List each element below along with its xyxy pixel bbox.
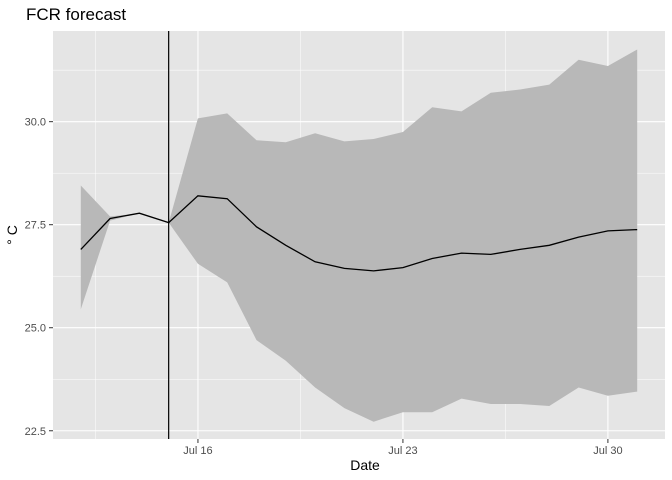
x-axis-title: Date	[350, 457, 380, 473]
chart-title: FCR forecast	[26, 5, 126, 24]
y-tick-label: 30.0	[25, 117, 46, 129]
x-tick-label: Jul 16	[183, 445, 212, 457]
forecast-mean-line	[80, 195, 638, 272]
x-axis-ticks: Jul 16 Jul 23 Jul 30	[183, 439, 623, 457]
y-tick-label: 22.5	[25, 426, 46, 438]
x-tick-label: Jul 30	[593, 445, 622, 457]
forecast-ribbon	[80, 49, 638, 422]
y-axis-ticks: 22.5 25.0 27.5 30.0	[25, 117, 53, 438]
x-tick-label: Jul 23	[388, 445, 417, 457]
y-tick-label: 25.0	[25, 323, 46, 335]
y-axis-title: ° C	[4, 225, 20, 245]
y-tick-label: 27.5	[25, 220, 46, 232]
